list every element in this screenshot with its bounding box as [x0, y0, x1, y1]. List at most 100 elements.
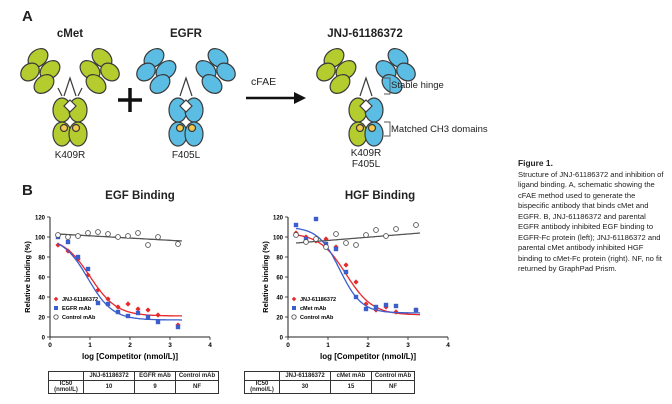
egf-chart-title: EGF Binding [105, 190, 175, 202]
egfr-mutation-label: F405L [171, 150, 201, 161]
table-row: IC50 (nmol/L) 30 15 NF [244, 380, 415, 394]
data-point [115, 304, 121, 310]
table-cell: Control mAb [175, 371, 219, 381]
fit-curve [295, 227, 420, 314]
x-tick-label: 4 [208, 342, 212, 349]
data-point [333, 231, 339, 237]
hgf-binding-chart: 0 20 40 60 80 100 120 0 1 2 3 4 log [Competitor (nmo… [261, 216, 450, 362]
table-cell: NF [371, 380, 415, 394]
egf-ic50-table: JNJ-61186372 EGFR mAb Control mAb IC50 (… [48, 371, 219, 394]
y-tick-label: 60 [276, 276, 283, 282]
y-tick-label: 100 [35, 236, 46, 242]
y-tick-label: 100 [273, 236, 284, 242]
data-point [363, 232, 369, 238]
data-point [353, 279, 359, 285]
data-point [95, 229, 101, 235]
x-tick-label: 0 [286, 342, 290, 349]
y-tick-label: 0 [280, 336, 284, 342]
plus-sign-icon [118, 88, 142, 112]
data-point [155, 319, 161, 325]
data-point [353, 242, 359, 248]
y-tick-label: 120 [273, 216, 284, 222]
table-cell: 9 [134, 380, 176, 394]
data-point [175, 241, 181, 247]
data-point [135, 230, 141, 236]
y-axis-label: Relative binding (%) [261, 241, 270, 313]
y-tick-label: 20 [38, 316, 45, 322]
legend-label: JNJ-61186372 [62, 297, 98, 303]
legend-marker [53, 314, 59, 320]
table-cell: 10 [83, 380, 135, 394]
figure-caption-text: Structure of JNJ-61186372 and inhibition… [518, 169, 664, 274]
data-point [343, 269, 349, 275]
data-point [155, 312, 161, 318]
data-point [85, 230, 91, 236]
y-tick-label: 40 [276, 296, 283, 302]
data-point [85, 266, 91, 272]
data-point [115, 234, 121, 240]
stable-hinge-annotation: Stable hinge [391, 80, 444, 91]
legend-label: Control mAb [62, 315, 96, 321]
legend-label: Control mAb [300, 315, 334, 321]
data-point [413, 222, 419, 228]
y-tick-label: 120 [35, 216, 46, 222]
y-tick-label: 20 [276, 316, 283, 322]
data-point [343, 240, 349, 246]
data-point [145, 314, 151, 320]
reaction-arrow-icon [246, 92, 306, 104]
matched-ch3-annotation: Matched CH3 domains [391, 124, 488, 135]
data-point [373, 227, 379, 233]
legend-label: EGFR mAb [62, 306, 92, 312]
y-tick-label: 80 [38, 256, 45, 262]
data-point [303, 236, 309, 242]
table-row: JNJ-61186372 cMet mAb Control mAb [244, 371, 415, 381]
legend-marker [292, 306, 296, 310]
egf-binding-chart: 0 20 40 60 80 100 120 0 1 2 3 4 log [Competitor (nmo… [23, 216, 212, 362]
data-point [293, 232, 299, 238]
table-cell: IC50 (nmol/L) [244, 380, 280, 394]
data-point [175, 324, 181, 330]
data-point [323, 244, 329, 250]
legend-marker [291, 314, 297, 320]
cmet-mutation-label: K409R [54, 150, 86, 161]
x-tick-label: 4 [446, 342, 450, 349]
legend-label: JNJ-61186372 [300, 297, 336, 303]
data-point [363, 301, 369, 307]
y-tick-label: 80 [276, 256, 283, 262]
data-point [135, 310, 141, 316]
table-cell: 15 [330, 380, 372, 394]
x-tick-label: 3 [168, 342, 172, 349]
x-tick-label: 1 [326, 342, 330, 349]
data-point [323, 241, 329, 247]
y-tick-label: 60 [38, 276, 45, 282]
egfr-antibody-diagram [136, 48, 236, 147]
data-point [313, 216, 319, 222]
legend-label: cMet mAb [300, 306, 327, 312]
data-point [95, 287, 101, 293]
legend-marker [54, 306, 58, 310]
table-cell: EGFR mAb [134, 371, 176, 381]
data-point [105, 231, 111, 237]
data-point [125, 313, 131, 319]
y-tick-label: 0 [42, 336, 46, 342]
x-tick-label: 3 [406, 342, 410, 349]
data-point [55, 242, 61, 248]
bispecific-antibody-title: JNJ-61186372 [327, 28, 403, 40]
table-row: JNJ-61186372 EGFR mAb Control mAb [48, 371, 219, 381]
table-cell: cMet mAb [330, 371, 372, 381]
table-cell: JNJ-61186372 [83, 371, 135, 381]
table-cell: JNJ-61186372 [279, 371, 331, 381]
data-point [145, 242, 151, 248]
data-point [125, 301, 131, 307]
y-axis-label: Relative binding (%) [23, 241, 32, 313]
data-point [393, 226, 399, 232]
data-point [65, 239, 71, 245]
data-point [413, 307, 419, 313]
data-point [55, 232, 61, 238]
y-tick-label: 40 [38, 296, 45, 302]
data-point [125, 233, 131, 239]
data-point [115, 309, 121, 315]
cmet-antibody-title: cMet [56, 28, 84, 40]
data-point [75, 254, 81, 260]
data-point [65, 234, 71, 240]
